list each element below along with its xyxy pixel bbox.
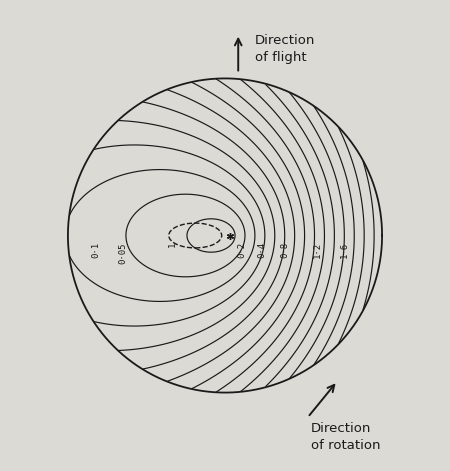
Point (221, 232, 229, 239)
Point (221, 232, 229, 239)
Point (221, 232, 229, 239)
Point (221, 232, 229, 239)
Text: 1: 1 (167, 242, 176, 247)
Point (221, 232, 229, 239)
Point (221, 232, 229, 239)
Text: 0·4: 0·4 (257, 242, 266, 258)
Point (221, 232, 229, 239)
Point (221, 232, 229, 239)
Point (221, 232, 229, 239)
Text: 0·8: 0·8 (280, 242, 289, 258)
Point (221, 232, 229, 239)
Point (221, 232, 229, 239)
Point (221, 232, 229, 239)
Text: 1·2: 1·2 (313, 242, 322, 258)
Text: 0·05: 0·05 (118, 242, 127, 264)
Text: 0·1: 0·1 (91, 242, 100, 258)
Text: 1·6: 1·6 (340, 242, 349, 258)
Point (221, 232, 229, 239)
Point (221, 232, 229, 239)
Point (221, 232, 229, 239)
Point (221, 232, 229, 239)
Text: Direction
of flight: Direction of flight (255, 33, 315, 64)
Point (221, 232, 229, 239)
Point (221, 232, 229, 239)
Point (221, 232, 229, 239)
Point (221, 232, 229, 239)
Text: 0·2: 0·2 (237, 242, 246, 258)
Text: Direction
of rotation: Direction of rotation (311, 422, 381, 452)
Point (221, 232, 229, 239)
Point (221, 232, 229, 239)
